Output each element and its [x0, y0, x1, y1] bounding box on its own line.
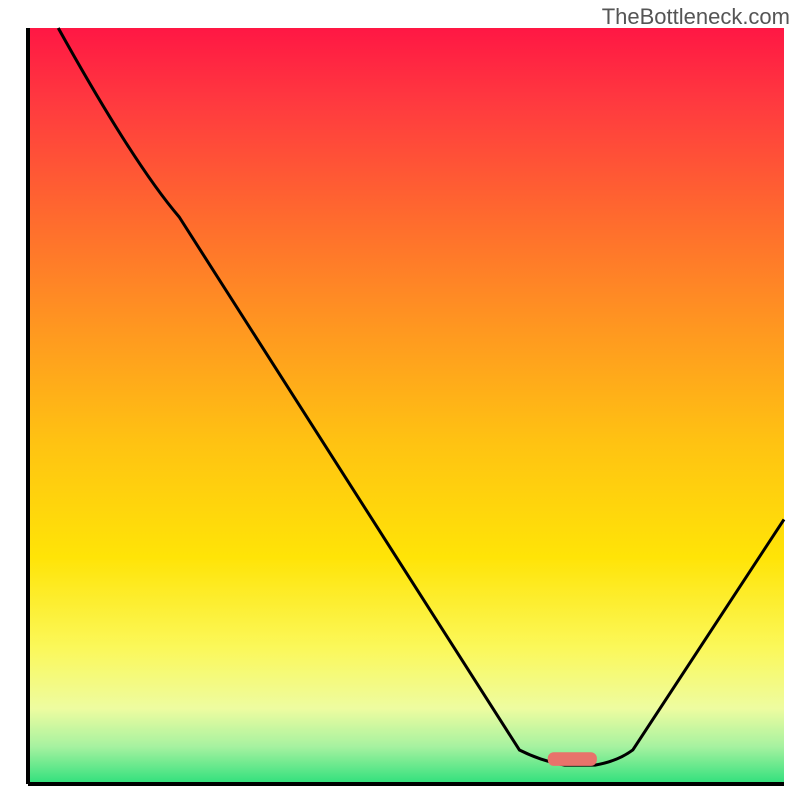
chart-container: { "watermark": { "text": "TheBottleneck.… — [0, 0, 800, 800]
bottleneck-chart — [0, 0, 800, 800]
plot-background — [28, 28, 784, 784]
watermark-text: TheBottleneck.com — [602, 4, 790, 30]
optimal-marker — [548, 752, 597, 766]
